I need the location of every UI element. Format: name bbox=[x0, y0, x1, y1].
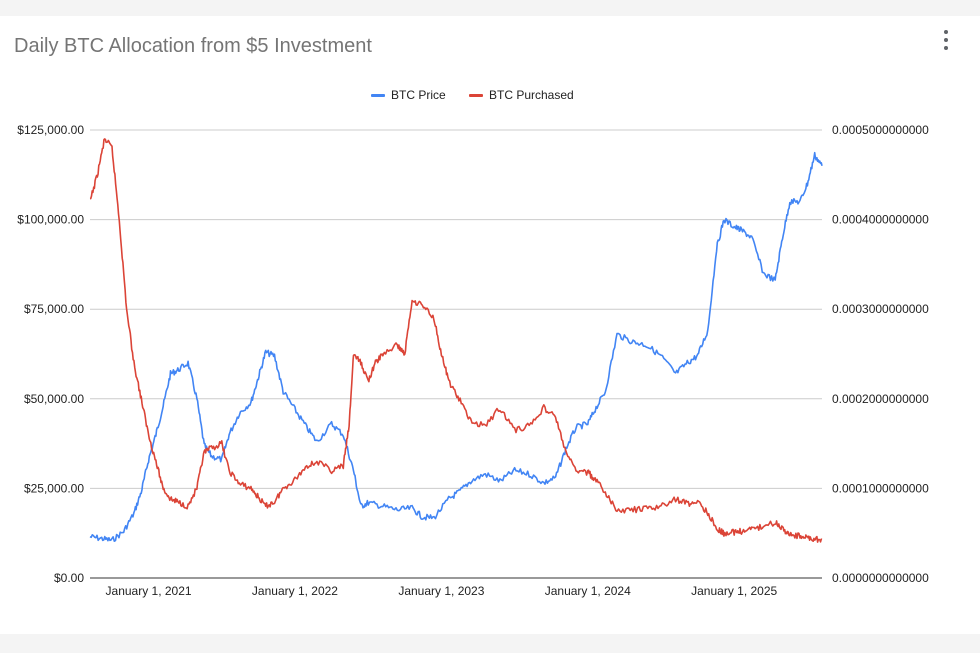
menu-dot bbox=[944, 30, 948, 34]
x-tick-label: January 1, 2025 bbox=[691, 584, 777, 598]
x-axis: January 1, 2021 January 1, 2022 January 1,… bbox=[106, 584, 778, 598]
left-tick-label: $0.00 bbox=[54, 571, 84, 585]
right-tick-label: 0.0001000000000 bbox=[832, 481, 929, 495]
right-tick-label: 0.0005000000000 bbox=[832, 123, 929, 137]
chart-card bbox=[0, 16, 980, 634]
series-line-btc-purchased bbox=[89, 138, 823, 543]
legend: BTC Price BTC Purchased bbox=[371, 88, 574, 102]
series-line-btc-price bbox=[89, 151, 823, 543]
right-tick-label: 0.0004000000000 bbox=[832, 213, 929, 227]
right-axis: 0.0000000000000 0.0001000000000 0.00020000… bbox=[832, 123, 929, 585]
right-tick-label: 0.0002000000000 bbox=[832, 392, 929, 406]
left-axis: $0.00 $25,000.00 $50,000.00 $75,000.00 $100,… bbox=[17, 123, 84, 585]
gridlines bbox=[90, 129, 822, 579]
left-tick-label: $75,000.00 bbox=[24, 302, 84, 316]
legend-swatch bbox=[371, 94, 385, 97]
legend-label: BTC Purchased bbox=[489, 88, 574, 102]
x-tick-label: January 1, 2021 bbox=[106, 584, 192, 598]
left-tick-label: $100,000.00 bbox=[17, 213, 84, 227]
x-tick-label: January 1, 2024 bbox=[545, 584, 631, 598]
left-tick-label: $25,000.00 bbox=[24, 481, 84, 495]
left-tick-label: $125,000.00 bbox=[17, 123, 84, 137]
more-options-icon[interactable] bbox=[938, 28, 954, 52]
x-tick-label: January 1, 2023 bbox=[398, 584, 484, 598]
right-tick-label: 0.0003000000000 bbox=[832, 302, 929, 316]
chart-title: Daily BTC Allocation from $5 Investment bbox=[14, 35, 372, 57]
left-tick-label: $50,000.00 bbox=[24, 392, 84, 406]
menu-dot bbox=[944, 46, 948, 50]
legend-swatch bbox=[469, 94, 483, 97]
series-layer bbox=[89, 138, 823, 543]
legend-label: BTC Price bbox=[391, 88, 446, 102]
x-tick-label: January 1, 2022 bbox=[252, 584, 338, 598]
menu-dot bbox=[944, 38, 948, 42]
right-tick-label: 0.0000000000000 bbox=[832, 571, 929, 585]
